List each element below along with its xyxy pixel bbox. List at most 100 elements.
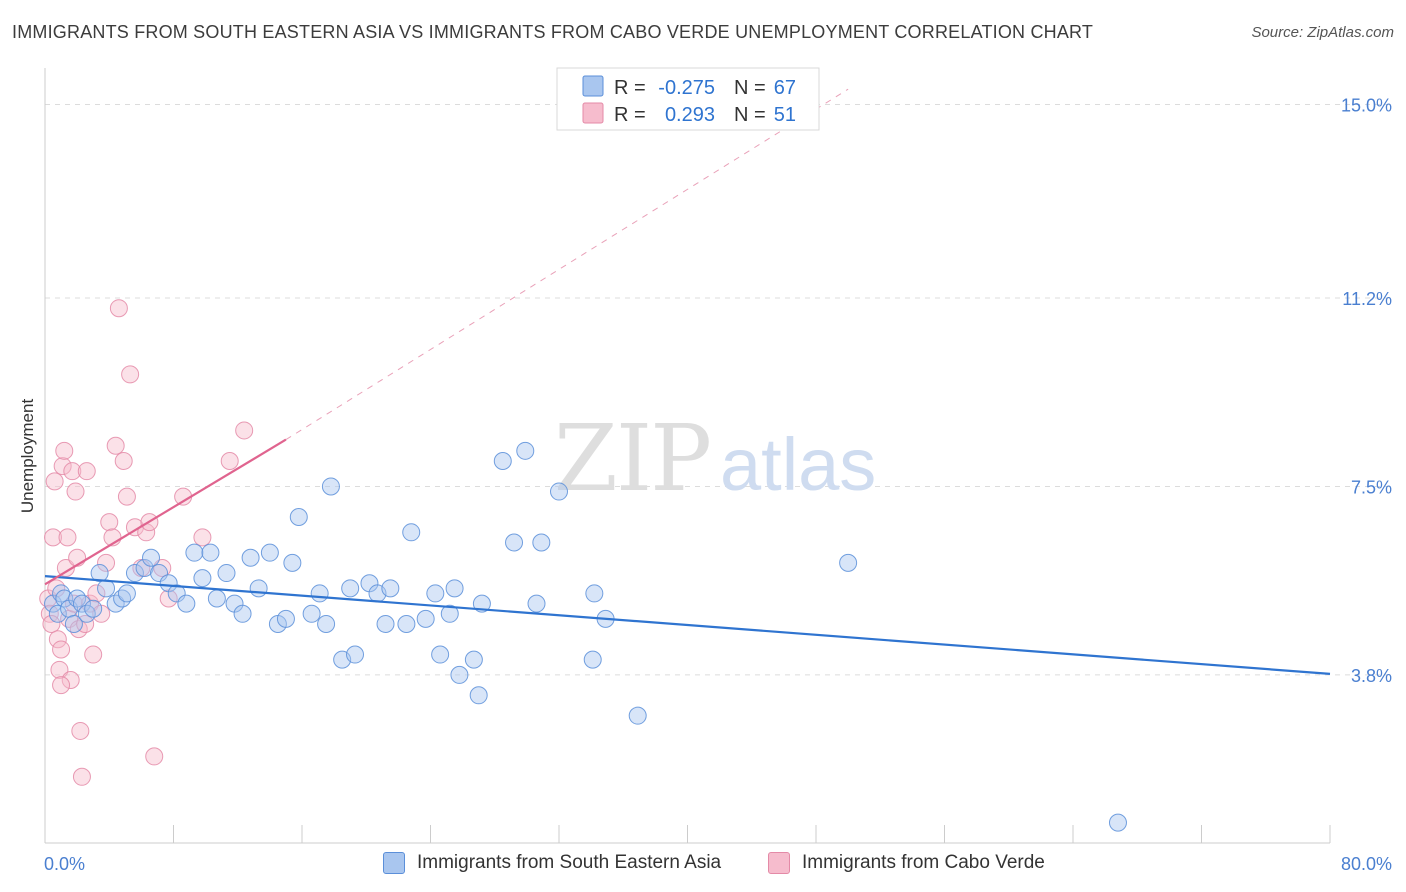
legend-n-label-blue: N = bbox=[734, 77, 766, 99]
point-cabo-verde-40 bbox=[145, 747, 164, 766]
point-cabo-verde-36 bbox=[125, 518, 144, 537]
point-cabo-verde-2 bbox=[42, 614, 61, 633]
data-points bbox=[39, 299, 1331, 832]
point-south-eastern-asia-3 bbox=[55, 589, 74, 608]
trend-lines bbox=[285, 88, 849, 441]
point-south-eastern-asia-59 bbox=[505, 533, 524, 552]
point-cabo-verde-41 bbox=[153, 558, 172, 577]
legend-swatch-pink bbox=[582, 102, 604, 124]
y-tick-label-3: 15.0% bbox=[1341, 95, 1392, 115]
watermark: ZIP atlas bbox=[554, 405, 876, 512]
point-south-eastern-asia-7 bbox=[72, 594, 91, 613]
point-south-eastern-asia-28 bbox=[233, 604, 252, 623]
watermark-zip: ZIP bbox=[554, 405, 710, 512]
point-cabo-verde-3 bbox=[44, 528, 63, 547]
y-tick-label-2: 11.2% bbox=[1342, 289, 1392, 309]
point-south-eastern-asia-67 bbox=[628, 706, 647, 725]
point-cabo-verde-12 bbox=[58, 528, 77, 547]
point-south-eastern-asia-10 bbox=[90, 564, 109, 583]
series-legend: Immigrants from South Eastern Asia Immig… bbox=[0, 852, 1406, 878]
legend-item-cabo-verde: Immigrants from Cabo Verde bbox=[768, 852, 1045, 874]
point-cabo-verde-26 bbox=[87, 584, 106, 603]
point-south-eastern-asia-63 bbox=[550, 482, 568, 501]
point-south-eastern-asia-22 bbox=[185, 543, 204, 562]
point-south-eastern-asia-30 bbox=[249, 579, 268, 598]
point-cabo-verde-44 bbox=[193, 528, 212, 547]
point-south-eastern-asia-41 bbox=[341, 579, 360, 598]
point-cabo-verde-7 bbox=[50, 660, 69, 679]
point-cabo-verde-4 bbox=[45, 472, 64, 491]
x-tick-label-0: 0.0% bbox=[44, 854, 85, 874]
point-south-eastern-asia-34 bbox=[283, 553, 302, 572]
swatch-blue bbox=[383, 852, 405, 874]
point-south-eastern-asia-23 bbox=[193, 569, 212, 588]
point-south-eastern-asia-51 bbox=[431, 645, 450, 664]
point-south-eastern-asia-62 bbox=[532, 533, 551, 552]
point-cabo-verde-23 bbox=[77, 462, 96, 481]
point-cabo-verde-25 bbox=[84, 645, 103, 664]
correlation-legend: R = -0.275 N = 67 R = 0.293 N = 51 bbox=[556, 67, 820, 131]
legend-item-south-eastern-asia: Immigrants from South Eastern Asia bbox=[383, 852, 721, 874]
point-cabo-verde-31 bbox=[106, 436, 125, 455]
point-south-eastern-asia-38 bbox=[317, 614, 336, 633]
point-south-eastern-asia-47 bbox=[397, 614, 416, 633]
legend-r-label-blue: R = bbox=[614, 77, 646, 99]
x-tick-label-1: 80.0% bbox=[1341, 854, 1392, 874]
point-south-eastern-asia-21 bbox=[177, 594, 196, 613]
point-cabo-verde-14 bbox=[61, 671, 80, 690]
point-south-eastern-asia-68 bbox=[839, 553, 858, 572]
point-south-eastern-asia-53 bbox=[445, 579, 464, 598]
point-south-eastern-asia-46 bbox=[381, 579, 400, 598]
point-south-eastern-asia-9 bbox=[84, 599, 103, 618]
axes bbox=[44, 68, 1331, 844]
point-south-eastern-asia-54 bbox=[450, 665, 469, 684]
point-south-eastern-asia-33 bbox=[276, 609, 295, 628]
point-south-eastern-asia-15 bbox=[125, 564, 144, 583]
trend-line-south-eastern-asia bbox=[44, 575, 1331, 675]
point-south-eastern-asia-14 bbox=[117, 584, 136, 603]
point-south-eastern-asia-24 bbox=[201, 543, 220, 562]
point-south-eastern-asia-60 bbox=[516, 441, 535, 460]
chart-title: IMMIGRANTS FROM SOUTH EASTERN ASIA VS IM… bbox=[12, 22, 1094, 42]
point-cabo-verde-35 bbox=[121, 365, 140, 384]
swatch-pink bbox=[768, 852, 790, 874]
trend-line-cabo-verde-extension bbox=[285, 88, 849, 441]
point-south-eastern-asia-2 bbox=[52, 584, 71, 603]
point-south-eastern-asia-29 bbox=[241, 548, 260, 567]
point-south-eastern-asia-17 bbox=[142, 548, 161, 567]
point-cabo-verde-34 bbox=[117, 487, 136, 506]
point-cabo-verde-9 bbox=[53, 457, 72, 476]
watermark-atlas: atlas bbox=[720, 423, 876, 506]
y-tick-label-0: 3.8% bbox=[1351, 666, 1392, 686]
point-south-eastern-asia-52 bbox=[440, 604, 459, 623]
point-south-eastern-asia-1 bbox=[48, 604, 67, 623]
point-south-eastern-asia-61 bbox=[527, 594, 546, 613]
legend-r-label-pink: R = bbox=[614, 104, 646, 126]
point-south-eastern-asia-48 bbox=[402, 523, 421, 542]
point-south-eastern-asia-49 bbox=[416, 609, 435, 628]
point-cabo-verde-33 bbox=[114, 452, 133, 470]
point-south-eastern-asia-69 bbox=[1108, 813, 1127, 832]
point-south-eastern-asia-13 bbox=[113, 589, 132, 608]
point-cabo-verde-45 bbox=[220, 452, 239, 470]
legend-label-cabo-verde: Immigrants from Cabo Verde bbox=[802, 852, 1045, 873]
tick-labels: 3.8% 7.5% 11.2% 15.0% 0.0% 80.0% bbox=[44, 95, 1392, 874]
source-credit: Source: ZipAtlas.com bbox=[1251, 24, 1394, 41]
legend-r-value-blue: -0.275 bbox=[658, 77, 715, 99]
point-cabo-verde-17 bbox=[66, 482, 85, 501]
legend-swatch-blue bbox=[582, 75, 604, 97]
point-cabo-verde-21 bbox=[72, 767, 91, 786]
legend-n-value-pink: 51 bbox=[774, 104, 796, 126]
point-south-eastern-asia-5 bbox=[64, 614, 83, 633]
point-south-eastern-asia-65 bbox=[583, 650, 602, 669]
point-cabo-verde-20 bbox=[71, 721, 90, 740]
point-south-eastern-asia-55 bbox=[464, 650, 483, 669]
point-south-eastern-asia-11 bbox=[97, 579, 116, 598]
point-cabo-verde-28 bbox=[97, 553, 116, 572]
point-south-eastern-asia-57 bbox=[472, 594, 491, 613]
point-south-eastern-asia-6 bbox=[68, 589, 87, 608]
point-south-eastern-asia-31 bbox=[260, 543, 279, 562]
point-south-eastern-asia-45 bbox=[376, 614, 395, 633]
point-south-eastern-asia-56 bbox=[469, 686, 488, 705]
